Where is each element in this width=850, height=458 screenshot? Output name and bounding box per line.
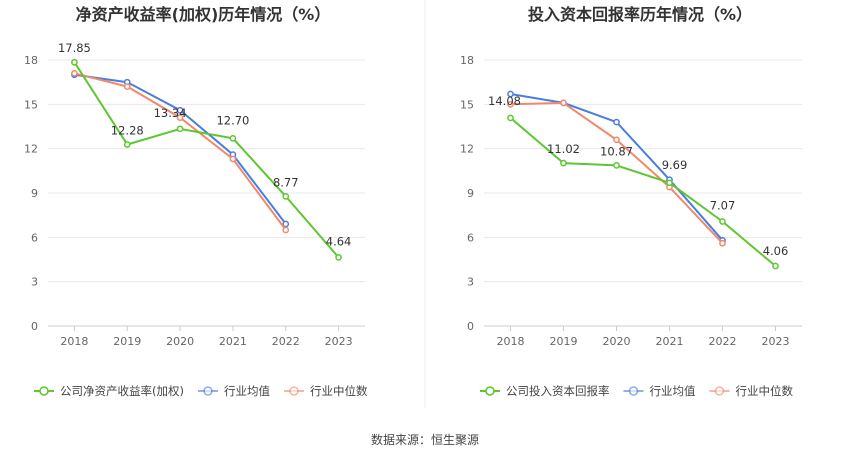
chart-panel-1: 净资产收益率(加权)历年情况（%） 0 3 6 9 12 15 18 2018 2019 2020 2… [24, 5, 368, 398]
legend-label: 行业均值 [650, 384, 696, 398]
legend-item-0: 公司净资产收益率(加权) [34, 384, 184, 398]
data-point [613, 162, 620, 169]
data-point [176, 114, 184, 121]
series-line-0 [73, 61, 340, 259]
x-tick-label: 2018 [60, 335, 88, 348]
legend-swatch-marker [203, 386, 213, 396]
data-label: 4.06 [763, 244, 789, 258]
data-point [229, 155, 237, 163]
y-tick-label: 3 [31, 276, 38, 289]
x-tick-label: 2019 [550, 335, 578, 348]
data-label: 7.07 [710, 199, 736, 213]
data-point [560, 99, 567, 107]
legend-item-2: 行业中位数 [283, 384, 368, 398]
y-tick-label: 0 [467, 320, 474, 333]
data-point [176, 125, 184, 133]
data-point [123, 141, 131, 148]
x-tick-label: 2020 [166, 335, 194, 348]
x-tick-label: 2021 [219, 335, 247, 348]
x-tick-label: 2022 [709, 335, 737, 348]
legend-swatch-marker [714, 386, 725, 396]
y-tick-label: 15 [24, 98, 38, 111]
data-label: 10.87 [600, 144, 633, 158]
chart-title: 净资产收益率(加权)历年情况（%） [76, 5, 331, 24]
y-tick-label: 18 [24, 54, 38, 67]
data-point [282, 193, 290, 200]
legend-label: 行业中位数 [736, 384, 794, 398]
data-point [613, 118, 620, 126]
data-point [282, 226, 290, 234]
series-line-0 [509, 117, 777, 267]
data-point [507, 114, 514, 122]
series-line-1 [74, 73, 287, 225]
legend-item-1: 行业均值 [197, 384, 270, 398]
data-point [71, 69, 78, 77]
x-tick-label: 2022 [272, 335, 300, 348]
data-point [335, 254, 342, 261]
y-tick-label: 9 [467, 187, 474, 200]
legend-item-0: 公司投入资本回报率 [480, 384, 610, 398]
series-line-2 [74, 72, 287, 231]
chart-panel-2: 投入资本回报率历年情况（%） 0 3 6 9 12 15 18 2018 2019 2020 2021… [460, 5, 802, 398]
data-point [507, 90, 514, 98]
legend-swatch-marker [628, 386, 639, 396]
x-tick-label: 2019 [113, 335, 141, 348]
chart-title: 投入资本回报率历年情况（%） [528, 5, 752, 24]
data-point [507, 100, 514, 108]
legend-label: 公司投入资本回报率 [506, 384, 610, 398]
data-point [560, 159, 567, 167]
legend-label: 行业均值 [224, 384, 270, 398]
x-tick-label: 2021 [656, 335, 684, 348]
data-label: 12.70 [216, 113, 249, 127]
data-point [772, 262, 779, 270]
legend-label: 公司净资产收益率(加权) [60, 384, 184, 398]
legend-label: 行业中位数 [310, 384, 368, 398]
x-tick-label: 2023 [325, 335, 353, 348]
y-tick-label: 6 [467, 231, 474, 244]
y-tick-label: 9 [31, 187, 38, 200]
y-tick-label: 3 [467, 276, 474, 289]
y-tick-label: 0 [31, 320, 38, 333]
data-point [123, 83, 131, 90]
y-tick-label: 12 [460, 143, 474, 156]
data-point [176, 106, 184, 114]
data-label: 9.69 [662, 158, 688, 172]
legend-item-1: 行业均值 [623, 384, 696, 398]
data-point [719, 218, 726, 225]
data-label: 13.34 [154, 106, 187, 120]
y-tick-label: 6 [31, 231, 38, 244]
data-point [71, 58, 78, 66]
x-tick-label: 2018 [497, 335, 525, 348]
data-label: 8.77 [273, 175, 299, 189]
y-tick-label: 12 [24, 143, 38, 156]
legend-item-2: 行业中位数 [709, 384, 794, 398]
data-point [719, 239, 726, 247]
data-label: 12.28 [111, 124, 144, 138]
data-label: 14.08 [488, 94, 521, 108]
legend-swatch-marker [289, 386, 299, 396]
y-tick-label: 18 [460, 54, 474, 67]
legend-swatch-marker [485, 386, 495, 396]
data-label: 17.85 [58, 41, 91, 55]
data-label: 4.64 [326, 234, 352, 248]
data-label: 11.02 [547, 142, 580, 156]
data-point [229, 134, 237, 142]
x-tick-label: 2020 [603, 335, 631, 348]
data-point [613, 136, 620, 144]
data-source-note: 数据来源：恒生聚源 [371, 432, 479, 447]
x-tick-label: 2023 [762, 335, 790, 348]
legend-swatch-marker [39, 386, 49, 396]
data-point [666, 179, 673, 187]
y-tick-label: 15 [460, 98, 474, 111]
